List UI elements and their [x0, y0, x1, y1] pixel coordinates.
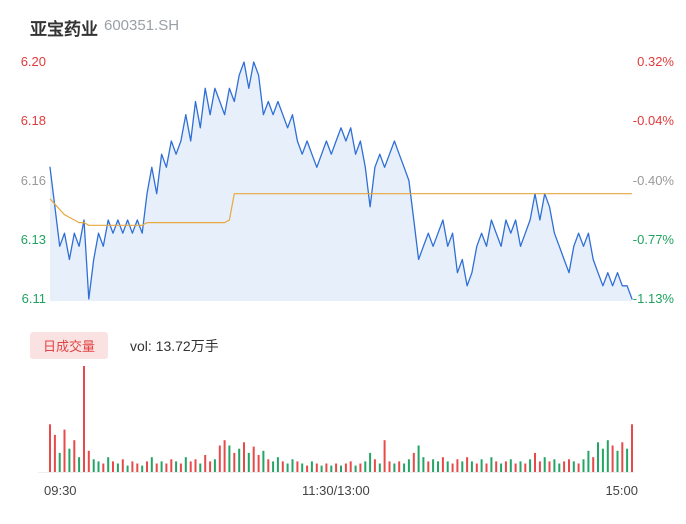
percent-axis-label: 0.32%: [637, 54, 674, 69]
price-axis-label: 6.16: [20, 173, 46, 188]
stock-code: 600351.SH: [104, 17, 180, 34]
time-axis-label-close: 15:00: [605, 483, 638, 498]
percent-axis-label: -0.77%: [632, 232, 674, 247]
time-axis-label-midday: 11:30/13:00: [302, 483, 370, 498]
volume-total-text: vol: 13.72万手: [130, 338, 219, 354]
price-axis-label: 6.11: [21, 291, 46, 306]
percent-axis-label: -0.40%: [632, 173, 674, 188]
time-axis-label-open: 09:30: [44, 483, 77, 498]
percent-axis-label: -1.13%: [632, 291, 674, 306]
percent-axis-label: -0.04%: [632, 113, 674, 128]
price-axis-label: 6.18: [20, 113, 46, 128]
price-axis-label: 6.20: [20, 54, 46, 69]
volume-tab-badge[interactable]: 日成交量: [30, 332, 109, 359]
price-axis-label: 6.13: [20, 232, 46, 247]
stock-name: 亚宝药业: [30, 20, 98, 39]
